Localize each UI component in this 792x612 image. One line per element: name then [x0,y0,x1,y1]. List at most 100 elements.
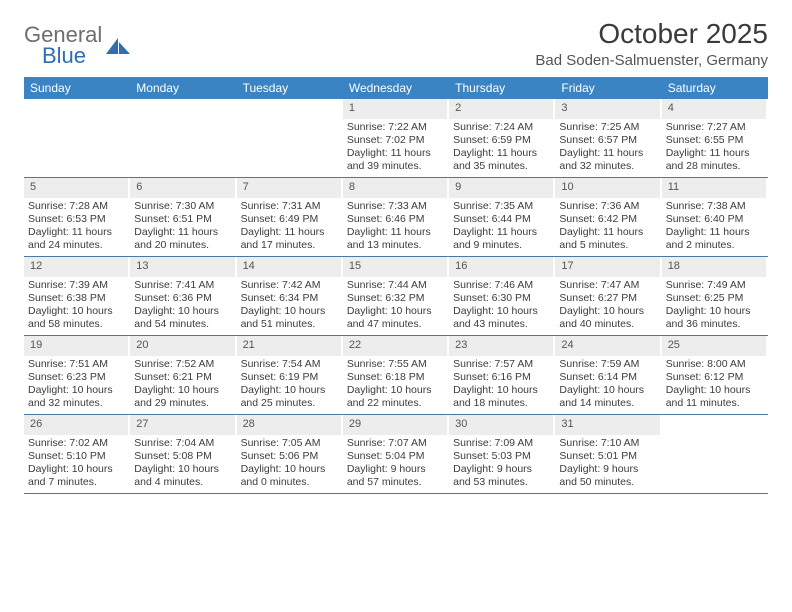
sunset-line: Sunset: 6:57 PM [559,134,655,147]
sunset-line: Sunset: 6:32 PM [347,292,443,305]
day-body: Sunrise: 7:42 AMSunset: 6:34 PMDaylight:… [237,279,341,332]
day-cell: 17Sunrise: 7:47 AMSunset: 6:27 PMDayligh… [555,257,661,335]
sunrise-line: Sunrise: 7:05 AM [241,437,337,450]
day-number: 27 [130,415,234,435]
day-number: 29 [343,415,447,435]
sunset-line: Sunset: 6:23 PM [28,371,124,384]
day-body: Sunrise: 7:04 AMSunset: 5:08 PMDaylight:… [130,437,234,490]
day-cell: 12Sunrise: 7:39 AMSunset: 6:38 PMDayligh… [24,257,130,335]
day-body: Sunrise: 7:41 AMSunset: 6:36 PMDaylight:… [130,279,234,332]
sunrise-line: Sunrise: 7:09 AM [453,437,549,450]
day-cell: 29Sunrise: 7:07 AMSunset: 5:04 PMDayligh… [343,415,449,493]
daylight-line: Daylight: 10 hours and 58 minutes. [28,305,124,331]
sunrise-line: Sunrise: 7:52 AM [134,358,230,371]
sunrise-line: Sunrise: 7:41 AM [134,279,230,292]
daylight-line: Daylight: 10 hours and 14 minutes. [559,384,655,410]
daylight-line: Daylight: 10 hours and 22 minutes. [347,384,443,410]
week-row: 1Sunrise: 7:22 AMSunset: 7:02 PMDaylight… [24,99,768,178]
sunset-line: Sunset: 6:16 PM [453,371,549,384]
dow-cell: Thursday [449,77,555,99]
weeks-container: 1Sunrise: 7:22 AMSunset: 7:02 PMDaylight… [24,99,768,494]
day-number: 14 [237,257,341,277]
day-body: Sunrise: 7:24 AMSunset: 6:59 PMDaylight:… [449,121,553,174]
sunrise-line: Sunrise: 7:24 AM [453,121,549,134]
title-block: October 2025 Bad Soden-Salmuenster, Germ… [535,18,768,69]
day-cell: 5Sunrise: 7:28 AMSunset: 6:53 PMDaylight… [24,178,130,256]
day-cell: 14Sunrise: 7:42 AMSunset: 6:34 PMDayligh… [237,257,343,335]
day-cell: 25Sunrise: 8:00 AMSunset: 6:12 PMDayligh… [662,336,768,414]
day-body: Sunrise: 7:33 AMSunset: 6:46 PMDaylight:… [343,200,447,253]
day-number: 9 [449,178,553,198]
sunset-line: Sunset: 6:44 PM [453,213,549,226]
sunset-line: Sunset: 6:59 PM [453,134,549,147]
sunrise-line: Sunrise: 7:44 AM [347,279,443,292]
daylight-line: Daylight: 11 hours and 35 minutes. [453,147,549,173]
day-body: Sunrise: 7:46 AMSunset: 6:30 PMDaylight:… [449,279,553,332]
day-number: 19 [24,336,128,356]
sunset-line: Sunset: 6:36 PM [134,292,230,305]
sunrise-line: Sunrise: 7:07 AM [347,437,443,450]
sunset-line: Sunset: 6:51 PM [134,213,230,226]
day-number: 15 [343,257,447,277]
calendar-page: General Blue October 2025 Bad Soden-Salm… [0,0,792,494]
daylight-line: Daylight: 10 hours and 0 minutes. [241,463,337,489]
day-cell: 13Sunrise: 7:41 AMSunset: 6:36 PMDayligh… [130,257,236,335]
day-number: 7 [237,178,341,198]
day-cell: 20Sunrise: 7:52 AMSunset: 6:21 PMDayligh… [130,336,236,414]
dow-cell: Sunday [24,77,130,99]
sunset-line: Sunset: 6:25 PM [666,292,762,305]
sunrise-line: Sunrise: 7:54 AM [241,358,337,371]
day-cell: 16Sunrise: 7:46 AMSunset: 6:30 PMDayligh… [449,257,555,335]
day-body: Sunrise: 7:44 AMSunset: 6:32 PMDaylight:… [343,279,447,332]
logo: General Blue [24,24,132,67]
daylight-line: Daylight: 10 hours and 40 minutes. [559,305,655,331]
day-number: 6 [130,178,234,198]
day-body: Sunrise: 7:09 AMSunset: 5:03 PMDaylight:… [449,437,553,490]
daylight-line: Daylight: 10 hours and 47 minutes. [347,305,443,331]
sunrise-line: Sunrise: 7:30 AM [134,200,230,213]
day-body: Sunrise: 7:30 AMSunset: 6:51 PMDaylight:… [130,200,234,253]
dow-cell: Monday [130,77,236,99]
daylight-line: Daylight: 9 hours and 57 minutes. [347,463,443,489]
day-cell: 1Sunrise: 7:22 AMSunset: 7:02 PMDaylight… [343,99,449,177]
sunset-line: Sunset: 5:01 PM [559,450,655,463]
daylight-line: Daylight: 10 hours and 54 minutes. [134,305,230,331]
day-number: 20 [130,336,234,356]
sunrise-line: Sunrise: 7:42 AM [241,279,337,292]
week-row: 12Sunrise: 7:39 AMSunset: 6:38 PMDayligh… [24,257,768,336]
day-number: 17 [555,257,659,277]
sunrise-line: Sunrise: 7:49 AM [666,279,762,292]
day-cell: 8Sunrise: 7:33 AMSunset: 6:46 PMDaylight… [343,178,449,256]
sunrise-line: Sunrise: 7:51 AM [28,358,124,371]
day-number: 24 [555,336,659,356]
week-row: 26Sunrise: 7:02 AMSunset: 5:10 PMDayligh… [24,415,768,494]
day-number: 1 [343,99,447,119]
sunrise-line: Sunrise: 7:47 AM [559,279,655,292]
sunset-line: Sunset: 6:53 PM [28,213,124,226]
sunset-line: Sunset: 6:19 PM [241,371,337,384]
day-cell: 11Sunrise: 7:38 AMSunset: 6:40 PMDayligh… [662,178,768,256]
day-cell: 31Sunrise: 7:10 AMSunset: 5:01 PMDayligh… [555,415,661,493]
sunset-line: Sunset: 6:21 PM [134,371,230,384]
day-body: Sunrise: 7:07 AMSunset: 5:04 PMDaylight:… [343,437,447,490]
day-cell [662,415,768,493]
daylight-line: Daylight: 11 hours and 39 minutes. [347,147,443,173]
day-body: Sunrise: 7:57 AMSunset: 6:16 PMDaylight:… [449,358,553,411]
sunrise-line: Sunrise: 7:28 AM [28,200,124,213]
daylight-line: Daylight: 11 hours and 28 minutes. [666,147,762,173]
calendar-grid: SundayMondayTuesdayWednesdayThursdayFrid… [24,77,768,494]
day-number: 21 [237,336,341,356]
sunrise-line: Sunrise: 7:25 AM [559,121,655,134]
sunset-line: Sunset: 5:10 PM [28,450,124,463]
day-number: 23 [449,336,553,356]
day-cell [237,99,343,177]
daylight-line: Daylight: 11 hours and 13 minutes. [347,226,443,252]
day-body: Sunrise: 7:54 AMSunset: 6:19 PMDaylight:… [237,358,341,411]
sunrise-line: Sunrise: 7:46 AM [453,279,549,292]
daylight-line: Daylight: 10 hours and 18 minutes. [453,384,549,410]
sunset-line: Sunset: 5:08 PM [134,450,230,463]
daylight-line: Daylight: 11 hours and 32 minutes. [559,147,655,173]
daylight-line: Daylight: 10 hours and 51 minutes. [241,305,337,331]
day-cell: 4Sunrise: 7:27 AMSunset: 6:55 PMDaylight… [662,99,768,177]
day-body: Sunrise: 7:38 AMSunset: 6:40 PMDaylight:… [662,200,766,253]
